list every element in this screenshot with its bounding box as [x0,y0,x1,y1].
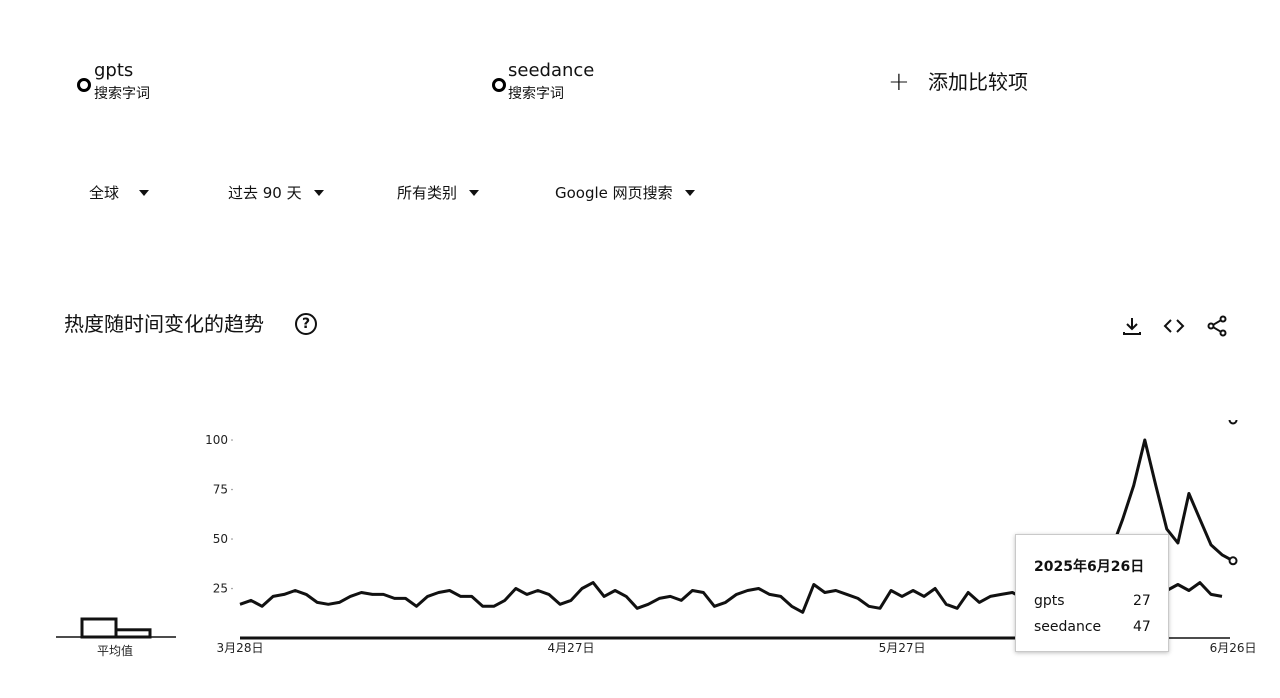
term-type: 搜索字词 [508,86,564,102]
tooltip-value: 27 [1133,593,1151,609]
y-tick-label: 100 [205,433,228,447]
filter-label: Google 网页搜索 [555,184,673,202]
tooltip-term: seedance [1034,619,1102,635]
x-tick-label: 4月27日 [548,641,595,655]
help-circle-icon[interactable]: ? [295,313,317,335]
caret-down-icon [313,189,324,196]
average-chart [56,617,176,639]
tooltip-term: gpts [1034,593,1065,609]
filter-region[interactable]: 全球 [89,182,150,203]
y-tick-label: 75 [213,483,228,497]
x-tick-label: 6月26日 [1210,641,1257,655]
filter-category[interactable]: 所有类别 [397,182,480,203]
y-tick-mark [231,587,233,590]
y-tick-label: 25 [213,582,228,596]
term-color-dot [492,78,506,92]
filter-search-type[interactable]: Google 网页搜索 [555,182,695,203]
tooltip-date: 2025年6月26日 [1034,559,1145,575]
download-icon[interactable] [1120,314,1144,338]
code-embed-icon[interactable] [1162,314,1186,338]
add-compare-button[interactable]: 添加比较项 [928,70,1028,94]
y-tick-mark [231,488,233,491]
y-tick-mark [231,439,233,441]
y-tick-mark [231,538,233,540]
term-name[interactable]: seedance [508,60,595,81]
term-type: 搜索字词 [94,86,150,102]
filter-label: 过去 90 天 [228,184,302,202]
data-tooltip: 2025年6月26日 gpts 27 seedance 47 [1015,534,1169,652]
average-bar-seedance [114,628,152,639]
caret-down-icon [684,189,695,196]
x-tick-label: 3月28日 [217,641,264,655]
filter-time-range[interactable]: 过去 90 天 [228,182,324,203]
caret-down-icon [139,189,150,196]
term-name[interactable]: gpts [94,60,134,81]
filter-label: 全球 [89,184,120,202]
average-bar-gpts [80,617,118,639]
x-tick-label: 5月27日 [879,641,926,655]
average-label: 平均值 [97,644,134,658]
section-title: 热度随时间变化的趋势 [64,312,264,336]
tooltip-value: 47 [1133,619,1151,635]
y-tick-label: 50 [213,532,228,546]
plus-icon[interactable]: + [888,67,910,97]
term-color-dot [77,78,91,92]
hover-point-gpts [1228,420,1238,425]
caret-down-icon [469,189,480,196]
hover-point-seedance [1228,556,1238,566]
filter-label: 所有类别 [397,184,458,202]
share-icon[interactable] [1205,314,1229,338]
